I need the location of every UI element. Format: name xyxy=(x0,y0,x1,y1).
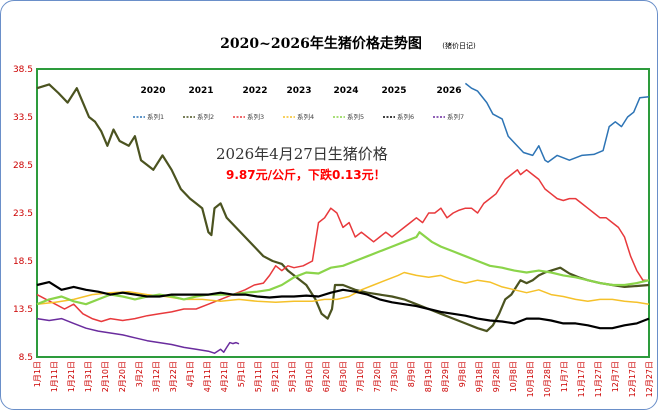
x-tick-label: 5月21日 xyxy=(271,361,280,392)
x-tick-label: 12月17日 xyxy=(628,361,637,397)
series-line-2023 xyxy=(36,271,650,305)
series-line-2022 xyxy=(36,169,649,323)
x-tick-label: 9月18日 xyxy=(475,361,484,392)
annotation-price-date: 2026年4月27日生猪价格 xyxy=(216,145,388,163)
x-tick-label: 10月8日 xyxy=(509,361,518,392)
plot-border xyxy=(36,68,650,358)
x-tick-label: 6月20日 xyxy=(322,361,331,392)
x-tick-label: 7月30日 xyxy=(390,361,399,392)
legend-year-label: 2024 xyxy=(333,86,358,96)
x-tick-label: 1月11日 xyxy=(50,361,59,392)
y-axis: 8.5 13.5 18.5 23.5 28.5 33.5 38.5 xyxy=(13,65,33,363)
x-tick-label: 5月31日 xyxy=(288,361,297,392)
x-tick-label: 9月8日 xyxy=(458,361,467,387)
x-tick-label: 9月28日 xyxy=(492,361,501,392)
x-tick-label: 4月11日 xyxy=(203,361,212,392)
legend-series-label: 系列6 xyxy=(397,112,414,121)
x-tick-label: 2月20日 xyxy=(118,361,127,392)
legend-year-label: 2021 xyxy=(188,86,213,96)
y-tick-label: 8.5 xyxy=(19,353,33,363)
annotation-price-change: 9.87元/公斤，下跌0.13元！ xyxy=(226,167,386,182)
x-tick-label: 10月18日 xyxy=(526,361,535,397)
legend-year-label: 2025 xyxy=(381,86,406,96)
legend-series-label: 系列2 xyxy=(197,112,214,121)
series-line-2025 xyxy=(36,281,650,330)
x-tick-label: 2月10日 xyxy=(101,361,110,392)
x-tick-label: 5月1日 xyxy=(237,361,246,387)
x-tick-label: 12月7日 xyxy=(611,361,620,392)
legend-series-label: 系列7 xyxy=(447,112,464,121)
legend-year-label: 2023 xyxy=(286,86,311,96)
series-line-2020 xyxy=(464,82,650,163)
y-tick-label: 33.5 xyxy=(13,113,33,123)
legend-year-label: 2020 xyxy=(140,86,165,96)
x-tick-label: 6月10日 xyxy=(305,361,314,392)
x-tick-label: 6月30日 xyxy=(339,361,348,392)
x-tick-label: 1月21日 xyxy=(67,361,76,392)
legend-series-label: 系列1 xyxy=(147,112,164,121)
x-tick-label: 3月12日 xyxy=(152,361,161,392)
x-tick-label: 11月7日 xyxy=(560,361,569,392)
x-tick-label: 11月17日 xyxy=(577,361,586,397)
chart-subtitle: (猪价日记) xyxy=(442,41,476,50)
legend-year-label: 2026 xyxy=(436,86,461,96)
x-tick-label: 8月29日 xyxy=(441,361,450,392)
legend-series-label: 系列4 xyxy=(297,112,314,121)
y-tick-label: 38.5 xyxy=(13,65,33,75)
x-tick-label: 4月21日 xyxy=(220,361,229,392)
legend-series-label: 系列3 xyxy=(247,112,264,121)
x-axis: 1月1日 1月11日 1月21日 1月31日 2月10日 2月20日 3月2日 3月12日 3月… xyxy=(33,361,654,397)
legend-series-label: 系列5 xyxy=(347,112,364,121)
x-tick-label: 12月27日 xyxy=(645,361,654,397)
legend-series: 系列1 系列2 系列3 系列4 系列5 系列6 系列7 xyxy=(133,112,464,121)
series-line-2026 xyxy=(36,317,240,354)
y-tick-label: 28.5 xyxy=(13,161,33,171)
y-tick-label: 18.5 xyxy=(13,257,33,267)
chart-title: 2020~2026年生猪价格走势图 xyxy=(220,35,422,52)
x-tick-label: 7月10日 xyxy=(356,361,365,392)
x-tick-label: 10月28日 xyxy=(543,361,552,397)
x-tick-label: 4月1日 xyxy=(186,361,195,387)
x-tick-label: 3月22日 xyxy=(169,361,178,392)
series-line-2021 xyxy=(36,83,650,333)
series-layer xyxy=(36,82,650,354)
y-tick-label: 13.5 xyxy=(13,305,33,315)
x-tick-label: 11月27日 xyxy=(594,361,603,397)
x-tick-label: 3月2日 xyxy=(135,361,144,387)
legend-years: 2020 2021 2022 2023 2024 2025 2026 xyxy=(140,86,461,96)
x-tick-label: 5月11日 xyxy=(254,361,263,392)
x-tick-label: 1月1日 xyxy=(33,361,42,387)
y-tick-label: 23.5 xyxy=(13,209,33,219)
legend-year-label: 2022 xyxy=(242,86,267,96)
x-tick-label: 8月19日 xyxy=(424,361,433,392)
x-tick-label: 1月31日 xyxy=(84,361,93,392)
x-tick-label: 8月9日 xyxy=(407,361,416,387)
x-tick-label: 7月20日 xyxy=(373,361,382,392)
